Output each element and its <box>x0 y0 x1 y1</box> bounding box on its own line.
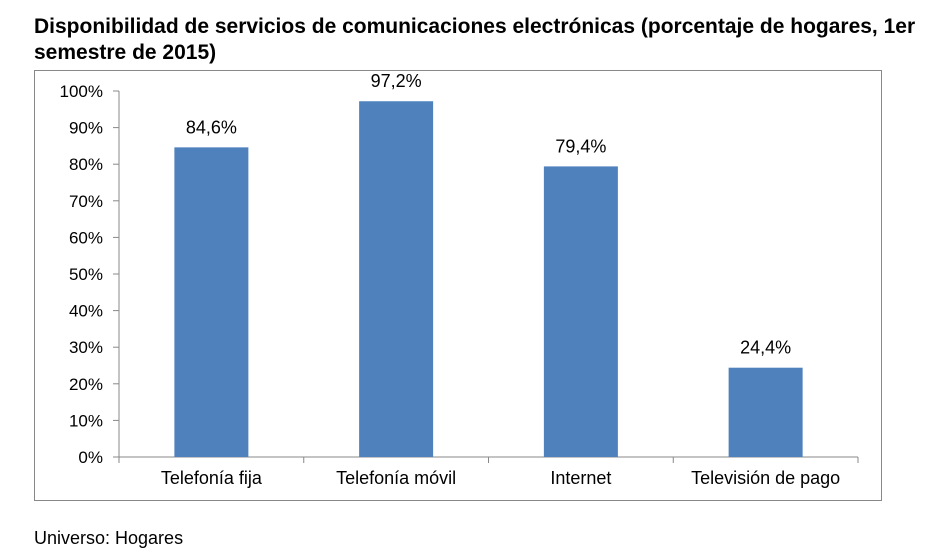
y-tick-label: 40% <box>69 302 103 321</box>
bar <box>728 367 803 457</box>
y-tick-label: 20% <box>69 375 103 394</box>
data-label: 84,6% <box>186 117 237 137</box>
x-tick-label: Telefonía fija <box>161 468 263 488</box>
y-tick-label: 30% <box>69 338 103 357</box>
y-tick-label: 80% <box>69 155 103 174</box>
data-label: 79,4% <box>555 136 606 156</box>
y-axis: 0% 10% 20% 30% 40% 50% 60% 70% 80% 90% 100% <box>60 82 120 467</box>
y-tick-label: 100% <box>60 82 103 101</box>
y-tick-label: 0% <box>78 448 103 467</box>
data-label: 24,4% <box>740 338 791 358</box>
data-label: 97,2% <box>371 71 422 91</box>
y-tick-label: 90% <box>69 119 103 138</box>
y-tick-label: 50% <box>69 265 103 284</box>
y-tick-label: 70% <box>69 192 103 211</box>
x-axis: Telefonía fija Telefonía móvil Internet Tel… <box>118 456 859 488</box>
data-labels: 84,6% 97,2% 79,4% 24,4% <box>186 71 791 357</box>
bar <box>174 147 249 457</box>
y-tick-label: 60% <box>69 228 103 247</box>
chart-frame <box>34 70 882 501</box>
x-tick-label: Telefonía móvil <box>336 468 456 488</box>
footnote: Universo: Hogares <box>34 528 184 548</box>
bars <box>174 101 803 458</box>
chart-title: Disponibilidad de servicios de comunicac… <box>34 15 916 64</box>
y-tick-label: 10% <box>69 411 103 430</box>
bar <box>359 101 434 458</box>
bar <box>543 166 618 457</box>
x-tick-label: Televisión de pago <box>691 468 840 488</box>
x-tick-label: Internet <box>550 468 611 488</box>
